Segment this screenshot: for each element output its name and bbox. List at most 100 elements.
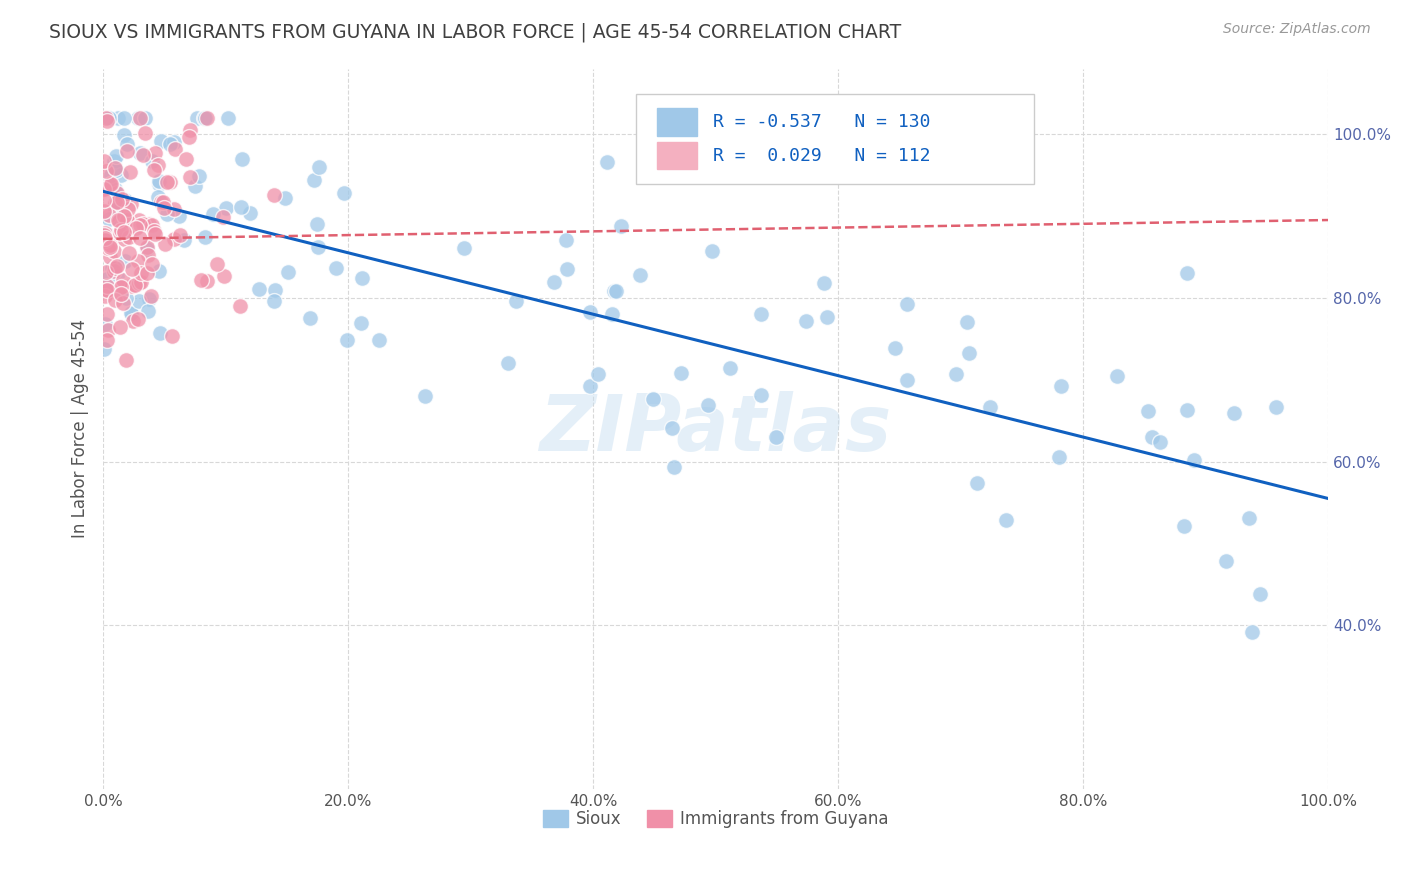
Point <box>96 111 118 125</box>
Point <box>121 308 143 322</box>
Point <box>661 420 683 434</box>
Point <box>148 158 170 172</box>
Point <box>112 225 135 239</box>
Point <box>1137 404 1160 418</box>
Point <box>1047 450 1070 464</box>
Point <box>169 227 191 242</box>
Point <box>121 278 143 293</box>
Point <box>94 231 117 245</box>
Point <box>896 297 918 311</box>
Point <box>128 231 150 245</box>
Point <box>350 316 373 330</box>
Point <box>104 162 127 177</box>
Point <box>186 111 208 125</box>
Point <box>103 181 125 195</box>
Text: ZIPatlas: ZIPatlas <box>540 391 891 467</box>
Point <box>104 293 127 307</box>
Point <box>1265 401 1288 415</box>
Point <box>350 271 373 285</box>
Point <box>115 144 138 158</box>
Point <box>579 379 602 393</box>
Point <box>120 197 142 211</box>
Point <box>110 168 132 182</box>
Point <box>105 194 128 209</box>
Point <box>132 217 155 231</box>
Point <box>98 240 121 254</box>
Point <box>163 142 186 156</box>
Point <box>121 278 143 293</box>
Point <box>211 211 233 225</box>
Point <box>1222 406 1244 420</box>
Point <box>336 333 359 347</box>
Point <box>274 191 297 205</box>
Point <box>117 202 139 216</box>
Point <box>94 111 117 125</box>
Point <box>118 230 141 244</box>
Point <box>496 356 519 370</box>
Point <box>957 345 980 359</box>
Bar <box>657 108 697 136</box>
Point <box>308 160 330 174</box>
Point <box>543 275 565 289</box>
Point <box>98 238 121 252</box>
Point <box>749 307 772 321</box>
Point <box>129 275 152 289</box>
Point <box>118 165 141 179</box>
Point <box>669 366 692 380</box>
Point <box>110 226 132 240</box>
Point <box>263 293 285 308</box>
Point <box>229 299 252 313</box>
Point <box>128 294 150 309</box>
Point <box>212 268 235 283</box>
Point <box>134 126 156 140</box>
Point <box>97 323 120 337</box>
Point <box>105 259 128 273</box>
Point <box>765 430 787 444</box>
Point <box>93 227 115 242</box>
Point <box>97 241 120 255</box>
Point <box>1249 587 1271 601</box>
Point <box>697 398 720 412</box>
Point <box>945 367 967 381</box>
Point <box>143 146 166 161</box>
Point <box>298 311 321 326</box>
Point <box>276 265 298 279</box>
Point <box>1237 511 1260 525</box>
Point <box>94 227 117 241</box>
Point <box>578 305 600 319</box>
Point <box>263 188 285 202</box>
Point <box>150 195 173 210</box>
Point <box>127 254 149 268</box>
Point <box>167 210 190 224</box>
Point <box>718 361 741 376</box>
Point <box>505 293 527 308</box>
Point <box>188 169 211 183</box>
Point <box>120 306 142 320</box>
Point <box>96 272 118 286</box>
Bar <box>657 142 697 169</box>
Point <box>100 178 122 192</box>
Point <box>110 223 132 237</box>
Point <box>93 193 115 207</box>
Point <box>112 232 135 246</box>
Point <box>111 279 134 293</box>
Point <box>217 111 239 125</box>
Y-axis label: In Labor Force | Age 45-54: In Labor Force | Age 45-54 <box>72 319 89 539</box>
Point <box>628 268 651 282</box>
Point <box>143 163 166 178</box>
Text: SIOUX VS IMMIGRANTS FROM GUYANA IN LABOR FORCE | AGE 45-54 CORRELATION CHART: SIOUX VS IMMIGRANTS FROM GUYANA IN LABOR… <box>49 22 901 42</box>
Point <box>128 276 150 290</box>
Point <box>215 201 238 215</box>
Point <box>1050 378 1073 392</box>
Point <box>103 264 125 278</box>
Legend: Sioux, Immigrants from Guyana: Sioux, Immigrants from Guyana <box>536 804 896 835</box>
Point <box>307 218 329 232</box>
Point <box>104 163 127 178</box>
Point <box>700 244 723 258</box>
Point <box>146 190 169 204</box>
Point <box>135 239 157 253</box>
Point <box>152 202 174 216</box>
Point <box>107 186 129 201</box>
Point <box>93 203 115 218</box>
Point <box>195 111 218 125</box>
